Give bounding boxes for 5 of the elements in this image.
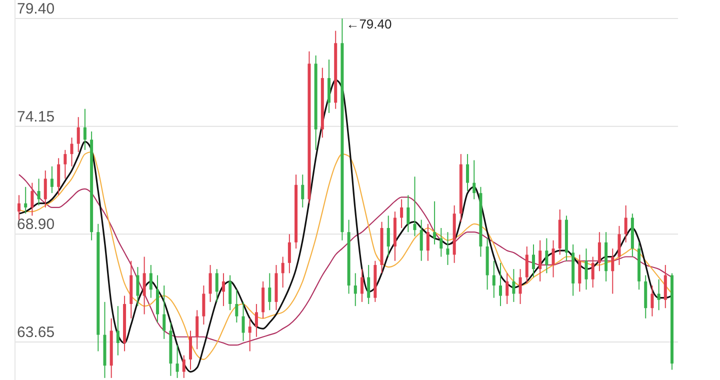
y-tick-label: 68.90 — [17, 216, 55, 234]
y-tick-label: 74.15 — [17, 108, 55, 126]
y-tick-label: 79.40 — [17, 0, 55, 18]
annotation: ←79.40 — [346, 16, 392, 32]
y-tick-label: 63.65 — [17, 324, 55, 341]
